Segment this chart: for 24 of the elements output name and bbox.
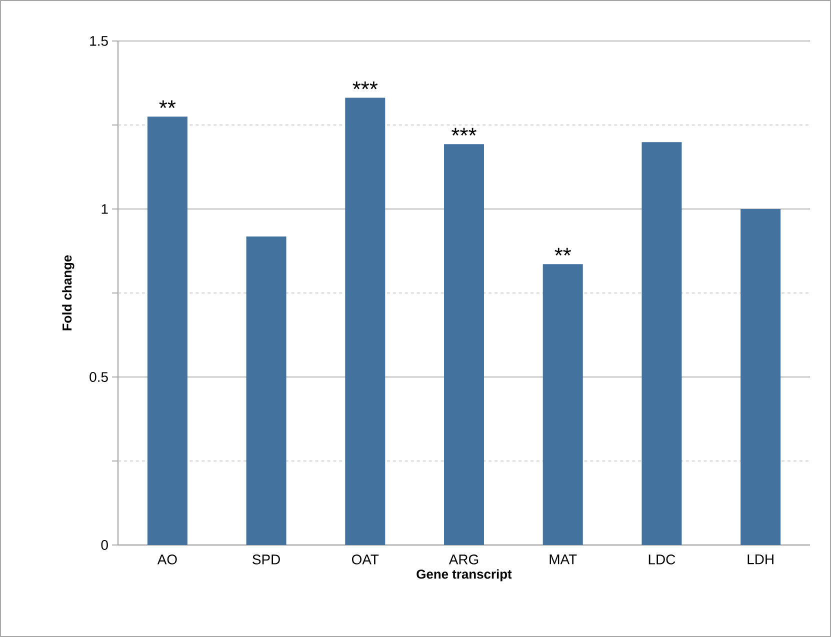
y-tick-label: 0 [101, 540, 108, 550]
x-tick-label: SPD [252, 554, 280, 564]
bar [740, 208, 781, 545]
annotation: ** [554, 248, 572, 256]
y-tick-label: 1.5 [90, 36, 108, 46]
bar [147, 116, 188, 545]
x-tick-label: LDC [648, 554, 676, 564]
y-axis-title: Fold change [62, 255, 74, 330]
bar [542, 264, 583, 545]
y-tick-label: 0.5 [90, 372, 108, 382]
x-tick-label: LDH [748, 554, 774, 564]
bar [246, 236, 286, 545]
x-tick-label: MAT [550, 554, 577, 564]
y-tick-label: 1 [102, 204, 108, 214]
x-axis-title: Gene transcript [416, 569, 512, 582]
annotation: *** [352, 82, 378, 90]
annotation: ** [159, 100, 176, 108]
annotation: *** [452, 128, 476, 136]
x-tick-label: AO [157, 554, 177, 564]
x-tick-label: OAT [352, 554, 379, 564]
bar [345, 98, 386, 545]
bar [642, 142, 682, 545]
bar [444, 144, 484, 545]
x-tick-label: ARG [448, 554, 478, 564]
